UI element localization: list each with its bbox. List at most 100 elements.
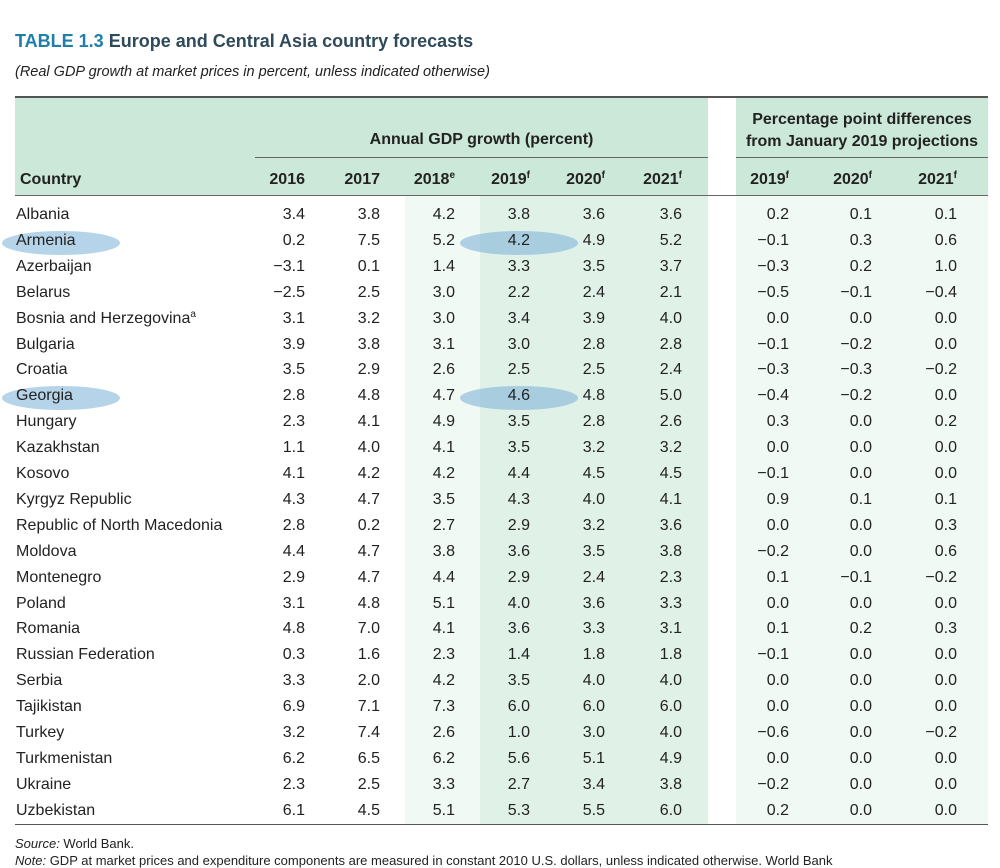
column-header-superscript: f: [678, 170, 682, 181]
country-label: Russian Federation: [16, 646, 155, 663]
value-cell: 2.6: [432, 724, 455, 741]
value-cell: 3.5: [582, 543, 605, 560]
column-header-superscript: f: [785, 170, 789, 181]
value-cell: 3.2: [582, 439, 605, 456]
value-cell: 3.8: [659, 543, 682, 560]
value-cell: 1.1: [282, 439, 305, 456]
value-cell: 2.8: [582, 336, 605, 353]
country-name: Turkey: [16, 724, 64, 742]
value-cell: 0.2: [766, 802, 789, 819]
column-header-superscript: f: [868, 170, 872, 181]
country-label: Albania: [16, 206, 70, 223]
value-cell: 0.0: [934, 465, 957, 482]
column-header-label: 2021: [643, 171, 679, 188]
table-row: Poland 3.1 4.8 5.1 4.0 3.6 3.3 0.0 0.0 0.0: [0, 592, 1000, 618]
value-cell: 0.0: [849, 595, 872, 612]
value-cell: 0.0: [849, 465, 872, 482]
value-cell: 3.5: [432, 491, 455, 508]
group-header-differences-line2: from January 2019 projections: [745, 133, 979, 150]
country-label: Montenegro: [16, 569, 102, 586]
country-name: Georgia: [16, 387, 73, 405]
value-cell: −0.2: [757, 776, 789, 793]
table-row: Albania 3.4 3.8 4.2 3.8 3.6 3.6 0.2 0.1 0.1: [0, 203, 1000, 229]
value-cell: 4.3: [282, 491, 305, 508]
column-header-superscript: f: [526, 170, 530, 181]
value-cell: 5.1: [582, 750, 605, 767]
column-header-label: 2018: [413, 171, 450, 188]
value-cell: 3.0: [582, 724, 605, 741]
value-cell: 3.6: [507, 620, 530, 637]
value-cell: 4.1: [282, 465, 305, 482]
country-label: Azerbaijan: [16, 258, 92, 275]
shade-forecast-columns: [480, 196, 708, 824]
value-cell: 6.9: [282, 698, 305, 715]
value-cell: −2.5: [273, 284, 305, 301]
value-cell: 2.3: [659, 569, 682, 586]
value-cell: 0.3: [282, 646, 305, 663]
value-cell: 2.7: [432, 517, 455, 534]
value-cell: 4.9: [432, 413, 455, 430]
group-header-differences-line1: Percentage point differences: [752, 111, 972, 128]
value-cell: 0.0: [849, 750, 872, 767]
value-cell: 0.0: [934, 439, 957, 456]
value-cell: 4.8: [357, 387, 380, 404]
value-cell: 4.7: [357, 491, 380, 508]
value-cell: −0.2: [925, 724, 957, 741]
value-cell: 2.5: [357, 284, 380, 301]
value-cell: 0.9: [766, 491, 789, 508]
value-cell: 2.5: [507, 361, 530, 378]
value-cell: 0.1: [934, 491, 957, 508]
country-label: Turkey: [16, 724, 65, 741]
value-cell: 4.0: [659, 724, 682, 741]
value-cell: 4.1: [432, 439, 455, 456]
value-cell: 4.9: [659, 750, 682, 767]
table-row: Belarus −2.5 2.5 3.0 2.2 2.4 2.1 −0.5 −0.1 −0.4: [0, 281, 1000, 307]
table-row: Kosovo 4.1 4.2 4.2 4.4 4.5 4.5 −0.1 0.0 0.0: [0, 462, 1000, 488]
country-name: Albania: [16, 206, 69, 224]
value-cell: −0.1: [840, 569, 872, 586]
column-header-2020: 2020f: [555, 171, 605, 189]
country-label: Republic of North Macedonia: [16, 517, 223, 534]
value-cell: −3.1: [273, 258, 305, 275]
country-name: Bosnia and Herzegovinaa: [16, 310, 196, 328]
value-cell: −0.6: [757, 724, 789, 741]
value-cell: 6.1: [282, 802, 305, 819]
table-row: Croatia 3.5 2.9 2.6 2.5 2.5 2.4 −0.3 −0.3 −0.2: [0, 358, 1000, 384]
column-header-2018: 2018e: [405, 171, 455, 189]
value-cell: 4.6: [507, 387, 530, 404]
value-cell: 0.0: [934, 750, 957, 767]
value-cell: 4.2: [507, 232, 530, 249]
column-header-2020-diff: 2020f: [820, 171, 872, 189]
value-cell: 3.3: [582, 620, 605, 637]
group-rule-right: [736, 157, 988, 158]
value-cell: 2.5: [357, 776, 380, 793]
value-cell: 2.3: [282, 776, 305, 793]
value-cell: 0.0: [934, 646, 957, 663]
value-cell: 2.9: [507, 569, 530, 586]
value-cell: 6.2: [282, 750, 305, 767]
value-cell: 2.4: [659, 361, 682, 378]
value-cell: 0.0: [934, 672, 957, 689]
value-cell: 3.4: [582, 776, 605, 793]
value-cell: −0.1: [757, 646, 789, 663]
value-cell: 0.2: [282, 232, 305, 249]
country-name: Moldova: [16, 543, 76, 561]
value-cell: 4.0: [357, 439, 380, 456]
value-cell: 4.0: [507, 595, 530, 612]
table-row: Kyrgyz Republic 4.3 4.7 3.5 4.3 4.0 4.1 0.9 0.1 0…: [0, 488, 1000, 514]
value-cell: 3.0: [507, 336, 530, 353]
value-cell: 4.7: [357, 543, 380, 560]
value-cell: 3.8: [659, 776, 682, 793]
column-header-2017: 2017: [330, 171, 380, 189]
value-cell: 2.4: [582, 569, 605, 586]
value-cell: 3.9: [582, 310, 605, 327]
value-cell: 3.1: [282, 595, 305, 612]
value-cell: 4.0: [659, 310, 682, 327]
value-cell: 3.1: [282, 310, 305, 327]
value-cell: 3.2: [659, 439, 682, 456]
country-label: Kosovo: [16, 465, 70, 482]
value-cell: −0.2: [840, 336, 872, 353]
value-cell: −0.1: [757, 336, 789, 353]
value-cell: 3.8: [357, 206, 380, 223]
value-cell: 3.3: [659, 595, 682, 612]
